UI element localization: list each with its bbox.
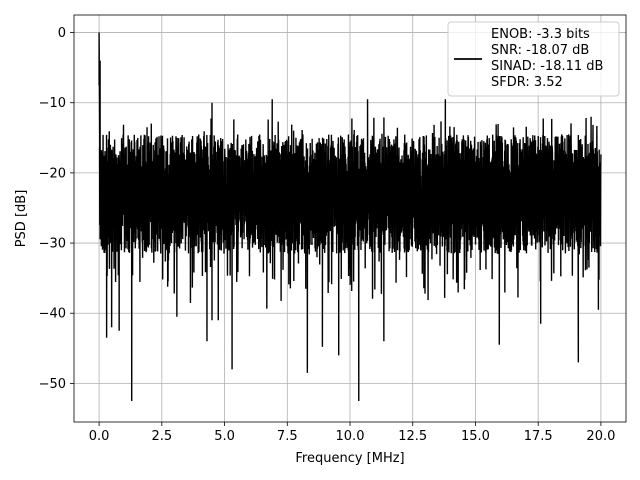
legend-line-sfdr: SFDR: 3.52 xyxy=(491,75,563,90)
x-tick-label: 7.5 xyxy=(277,429,298,444)
ticks-layer: 0.0 2.5 5.0 7.5 10.0 12.5 15.0 17.5 20.0 0 −10 −20 −… xyxy=(39,26,616,444)
y-axis-label: PSD [dB] xyxy=(14,190,29,248)
x-tick-label: 2.5 xyxy=(151,429,172,444)
legend: ENOB: -3.3 bits SNR: -18.07 dB SINAD: -1… xyxy=(447,21,620,97)
x-tick-label: 0.0 xyxy=(89,429,110,444)
x-tick-label: 15.0 xyxy=(461,429,490,444)
legend-box xyxy=(447,21,620,97)
x-axis-label: Frequency [MHz] xyxy=(295,451,404,466)
y-tick-label: −10 xyxy=(39,96,66,111)
plot-area xyxy=(98,32,602,401)
x-tick-label: 12.5 xyxy=(398,429,427,444)
y-tick-label: −30 xyxy=(39,237,66,252)
y-tick-label: −20 xyxy=(39,166,66,181)
x-tick-label: 17.5 xyxy=(524,429,553,444)
series-line-psd xyxy=(98,32,602,401)
y-tick-label: −50 xyxy=(39,377,66,392)
legend-line-snr: SNR: -18.07 dB xyxy=(491,43,589,58)
x-tick-label: 5.0 xyxy=(214,429,235,444)
y-tick-label: −40 xyxy=(39,307,66,322)
x-tick-label: 20.0 xyxy=(586,429,615,444)
y-tick-label: 0 xyxy=(58,26,66,41)
x-tick-label: 10.0 xyxy=(336,429,365,444)
legend-line-enob: ENOB: -3.3 bits xyxy=(491,27,590,42)
legend-line-sinad: SINAD: -18.11 dB xyxy=(491,59,603,74)
